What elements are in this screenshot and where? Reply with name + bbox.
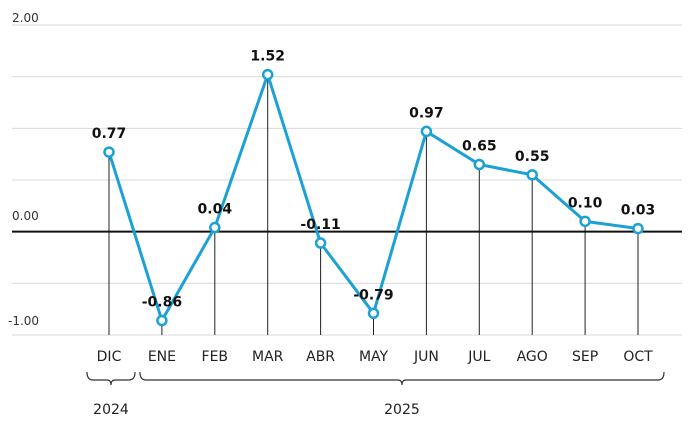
data-label: -0.86 xyxy=(142,295,182,311)
data-point xyxy=(103,146,115,158)
data-label: 0.65 xyxy=(462,139,497,155)
data-point xyxy=(473,158,486,171)
data-point xyxy=(632,222,644,235)
data-label: 0.55 xyxy=(515,149,550,165)
data-point xyxy=(314,237,327,249)
x-axis-ticks: DIC ENE FEB MAR ABR MAY JUN JUL AGO SEP OCT xyxy=(97,349,653,365)
year-groups: 2024 2025 xyxy=(86,371,665,418)
year-label: 2025 xyxy=(384,402,420,418)
x-tick-label: OCT xyxy=(623,349,653,365)
data-point xyxy=(420,125,433,138)
gridlines xyxy=(12,24,682,336)
x-tick-label: ENE xyxy=(148,349,176,365)
data-label: 0.97 xyxy=(409,105,444,121)
data-label: 0.04 xyxy=(198,202,233,218)
year-bracket xyxy=(86,371,136,386)
data-point xyxy=(367,307,380,320)
data-label: 0.77 xyxy=(92,126,127,142)
data-point xyxy=(209,221,221,234)
y-tick-label: 2.00 xyxy=(12,11,39,25)
year-bracket xyxy=(139,371,665,386)
data-label: -0.11 xyxy=(300,217,340,233)
x-tick-label: JUN xyxy=(413,349,439,365)
data-point xyxy=(579,215,591,228)
x-tick-label: AGO xyxy=(517,349,548,365)
x-tick-label: MAR xyxy=(252,349,284,365)
data-labels: 0.77 -0.86 0.04 1.52 -0.11 -0.79 0.97 0.65 0.55 0… xyxy=(92,49,656,311)
data-points xyxy=(103,68,644,327)
data-point xyxy=(156,314,168,327)
y-axis-ticks: 2.00 0.00 -1.00 xyxy=(8,11,39,328)
x-tick-label: ABR xyxy=(306,349,335,365)
y-tick-label: 0.00 xyxy=(12,209,39,223)
data-label: 0.03 xyxy=(621,203,656,219)
x-tick-label: JUL xyxy=(467,349,490,365)
x-tick-label: SEP xyxy=(572,349,598,365)
year-label: 2024 xyxy=(93,402,129,418)
x-tick-label: DIC xyxy=(97,349,122,365)
x-tick-label: MAY xyxy=(359,349,389,365)
data-label: -0.79 xyxy=(353,287,393,303)
data-label: 1.52 xyxy=(250,49,285,65)
data-point xyxy=(261,68,274,81)
y-tick-label: -1.00 xyxy=(8,314,39,328)
data-label: 0.10 xyxy=(568,195,603,211)
data-point xyxy=(526,169,538,181)
x-tick-label: FEB xyxy=(202,349,229,365)
